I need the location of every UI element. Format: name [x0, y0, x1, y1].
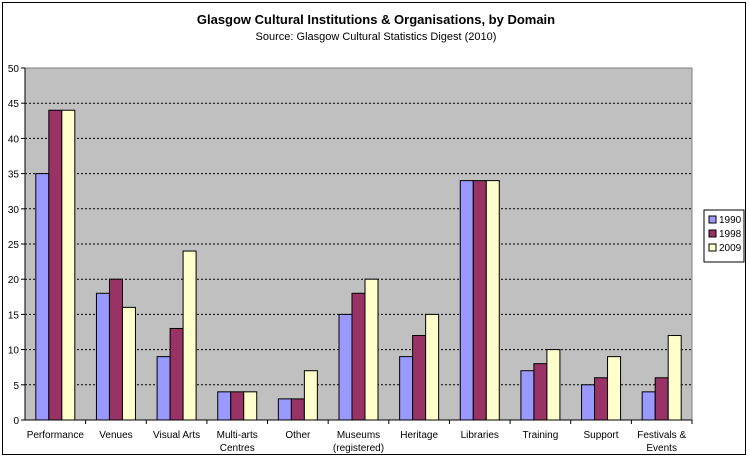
x-tick-label: Libraries [461, 430, 499, 441]
x-tick-label: Festivals & [637, 430, 686, 441]
x-tick-label: Heritage [400, 430, 438, 441]
bar-1998-5 [351, 292, 366, 421]
bar-1990-0 [35, 173, 50, 421]
legend-swatch-1998 [708, 229, 717, 238]
x-tick-label: Support [584, 430, 619, 441]
bar-1990-3 [217, 391, 232, 421]
bar-2009-0 [61, 109, 76, 421]
y-tick-label: 25 [8, 240, 20, 251]
bar-1998-0 [48, 109, 63, 421]
bar-2009-5 [364, 278, 379, 421]
x-tick-label: (registered) [333, 443, 384, 454]
y-tick-label: 15 [8, 310, 20, 321]
legend-label-1990: 1990 [719, 215, 742, 226]
bar-2009-10 [667, 335, 682, 421]
legend-swatch-2009 [708, 243, 717, 252]
bar-2009-9 [607, 356, 622, 421]
bar-1990-1 [95, 292, 110, 421]
bar-1998-3 [230, 391, 245, 421]
plot-area: 0 5 10 15 20 25 30 35 40 45 50 Performance Venues Vis… [8, 64, 693, 454]
x-tick-label: Multi-arts [217, 430, 258, 441]
bar-2009-3 [243, 391, 258, 421]
legend: 1990 1998 2009 [703, 209, 745, 263]
bar-2009-2 [182, 250, 197, 421]
bar-1990-6 [399, 356, 414, 421]
y-tick-label: 10 [8, 346, 20, 357]
x-tick-label: Events [646, 443, 677, 454]
y-tick-label: 0 [13, 416, 19, 427]
y-tick-label: 50 [8, 64, 20, 75]
x-tick-label: Centres [220, 443, 255, 454]
bar-1998-6 [412, 335, 427, 421]
bar-1998-4 [290, 398, 305, 421]
bar-1990-4 [277, 398, 292, 421]
x-tick-label: Venues [99, 430, 132, 441]
bar-1998-10 [654, 377, 669, 421]
bar-1990-2 [156, 356, 171, 421]
chart-title: Glasgow Cultural Institutions & Organisa… [197, 12, 555, 27]
bar-1990-10 [641, 391, 656, 421]
bar-2009-6 [425, 313, 440, 421]
y-tick-label: 20 [8, 275, 20, 286]
bar-2009-4 [303, 370, 318, 421]
y-tick-label: 30 [8, 205, 20, 216]
bar-1998-9 [594, 377, 609, 421]
bar-1990-8 [520, 370, 535, 421]
bar-1990-5 [338, 313, 353, 421]
bar-1990-9 [581, 384, 596, 421]
bar-2009-8 [546, 349, 561, 421]
y-tick-label: 45 [8, 99, 20, 110]
legend-label-1998: 1998 [719, 229, 742, 240]
bar-1998-7 [472, 180, 487, 421]
y-tick-label: 40 [8, 134, 20, 145]
bar-1998-1 [108, 278, 123, 421]
bar-2009-7 [485, 180, 500, 421]
y-tick-label: 35 [8, 170, 20, 181]
x-tick-label: Visual Arts [153, 430, 200, 441]
x-tick-label: Museums [337, 430, 380, 441]
chart-subtitle: Source: Glasgow Cultural Statistics Dige… [256, 31, 497, 43]
bar-1998-2 [169, 327, 184, 421]
x-tick-label: Performance [27, 430, 85, 441]
x-tick-label: Training [523, 430, 559, 441]
bar-1998-8 [533, 363, 548, 421]
y-tick-label: 5 [13, 381, 19, 392]
bar-2009-1 [121, 306, 136, 421]
bar-1990-7 [459, 180, 474, 421]
legend-swatch-1990 [708, 215, 717, 224]
legend-label-2009: 2009 [719, 243, 742, 254]
x-tick-label: Other [285, 430, 311, 441]
